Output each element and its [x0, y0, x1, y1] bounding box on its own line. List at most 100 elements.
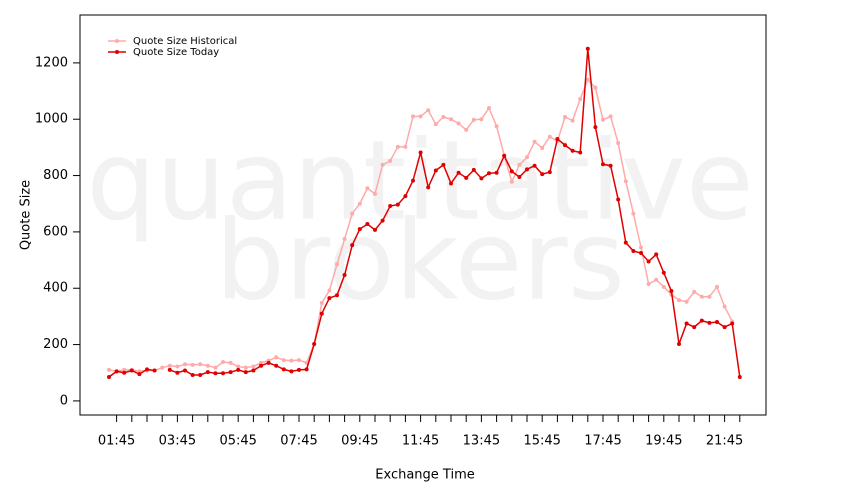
data-point	[221, 360, 225, 365]
data-point	[449, 117, 453, 122]
data-point	[707, 294, 712, 299]
data-point	[722, 325, 727, 330]
legend-label: Quote Size Today	[133, 47, 219, 58]
data-point	[289, 369, 294, 374]
data-point	[251, 364, 256, 369]
data-point	[281, 367, 286, 372]
data-point	[304, 367, 309, 372]
data-point	[471, 117, 476, 122]
data-point	[312, 342, 317, 347]
y-tick-label: 0	[60, 393, 68, 408]
data-point	[699, 318, 704, 323]
data-point	[677, 342, 681, 347]
data-point	[563, 114, 567, 119]
x-tick-label: 21:45	[706, 434, 743, 449]
data-point	[342, 236, 347, 241]
data-point	[243, 370, 248, 375]
y-tick-label: 400	[43, 281, 68, 296]
legend-marker	[115, 39, 119, 43]
data-point	[129, 368, 134, 373]
data-point	[555, 136, 560, 141]
data-point	[380, 218, 385, 223]
data-point	[395, 202, 400, 207]
data-point	[616, 141, 621, 146]
x-tick-label: 17:45	[584, 434, 621, 449]
data-point	[357, 201, 362, 206]
data-point	[365, 186, 370, 191]
data-point	[593, 85, 598, 90]
data-point	[525, 155, 529, 160]
data-point	[281, 358, 286, 363]
data-point	[608, 114, 613, 119]
data-point	[494, 124, 499, 129]
data-point	[167, 367, 172, 372]
data-point	[509, 179, 514, 184]
watermark: brokers	[215, 196, 625, 324]
data-point	[388, 203, 393, 208]
data-point	[532, 163, 537, 168]
x-tick-label: 19:45	[645, 434, 682, 449]
data-point	[122, 370, 127, 375]
data-point	[190, 373, 195, 377]
data-point	[350, 243, 355, 248]
data-point	[532, 139, 537, 144]
data-point	[251, 368, 256, 373]
data-point	[449, 181, 453, 186]
data-point	[585, 46, 590, 51]
data-point	[502, 153, 507, 158]
x-axis-title: Exchange Time	[375, 468, 474, 483]
data-point	[335, 293, 339, 298]
data-point	[684, 299, 689, 304]
data-point	[639, 251, 643, 256]
watermark: quantitative	[86, 116, 753, 244]
data-point	[274, 363, 279, 368]
data-point	[479, 117, 484, 122]
data-point	[570, 148, 575, 153]
data-point	[692, 289, 697, 294]
y-tick-label: 200	[43, 337, 68, 352]
data-point	[464, 127, 469, 132]
data-point	[654, 252, 659, 257]
data-point	[221, 371, 225, 376]
data-point	[441, 162, 446, 167]
legend-label: Quote Size Historical	[133, 36, 237, 47]
y-tick-label: 1000	[35, 112, 68, 127]
data-point	[205, 363, 210, 368]
data-point	[236, 367, 241, 372]
data-point	[699, 294, 704, 299]
data-point	[395, 144, 400, 149]
x-tick-label: 13:45	[463, 434, 500, 449]
data-point	[426, 185, 431, 190]
data-point	[494, 170, 499, 175]
x-tick-label: 07:45	[280, 434, 317, 449]
data-point	[327, 296, 332, 301]
data-point	[107, 374, 111, 379]
data-point	[319, 311, 324, 316]
data-point	[297, 358, 301, 363]
data-point	[418, 114, 423, 119]
x-tick-label: 03:45	[159, 434, 196, 449]
data-point	[684, 321, 689, 326]
data-point	[198, 362, 203, 367]
data-point	[160, 365, 165, 370]
y-axis-title: Quote Size	[19, 180, 34, 250]
data-point	[433, 122, 438, 127]
x-tick-label: 01:45	[98, 434, 135, 449]
data-point	[380, 162, 385, 167]
data-point	[289, 358, 294, 363]
data-point	[677, 298, 681, 303]
data-point	[570, 118, 575, 123]
data-point	[578, 150, 583, 155]
data-point	[669, 289, 674, 294]
x-tick-label: 05:45	[219, 434, 256, 449]
data-point	[259, 363, 263, 368]
data-point	[228, 360, 233, 365]
data-point	[585, 77, 590, 82]
x-tick-label: 11:45	[402, 434, 439, 449]
data-point	[730, 321, 735, 326]
data-point	[167, 363, 172, 368]
data-point	[471, 167, 476, 172]
data-point	[236, 364, 241, 369]
